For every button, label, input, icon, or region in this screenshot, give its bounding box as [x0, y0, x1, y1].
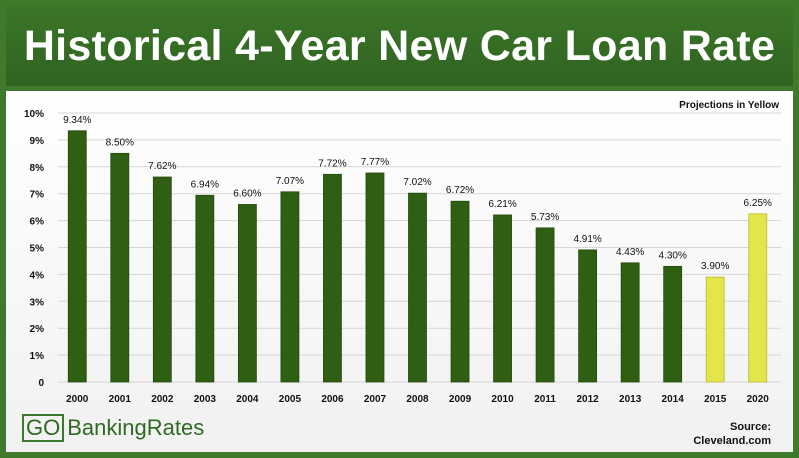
- data-label-2008: 7.02%: [403, 177, 431, 188]
- x-tick-label-2012: 2012: [576, 394, 599, 405]
- source-name: Cleveland.com: [693, 435, 771, 447]
- bar-2002: [152, 176, 172, 383]
- bar-2008: [408, 192, 427, 383]
- data-label-2020: 6.25%: [744, 198, 772, 209]
- bar-2007: [365, 172, 385, 383]
- x-tick-label-2020: 2020: [747, 394, 770, 405]
- data-label-2010: 6.21%: [488, 199, 516, 210]
- bar-2000: [67, 130, 87, 383]
- x-tick-label-2010: 2010: [491, 394, 514, 405]
- x-tick-label-2004: 2004: [236, 394, 259, 405]
- data-label-2013: 4.43%: [616, 247, 644, 258]
- chart-title: Historical 4-Year New Car Loan Rate: [23, 21, 776, 70]
- y-tick-label: 0: [38, 378, 44, 389]
- y-tick-label: 2%: [30, 324, 45, 335]
- bar-2003: [195, 194, 215, 383]
- x-tick-label-2000: 2000: [66, 394, 89, 405]
- data-label-2006: 7.72%: [318, 158, 346, 169]
- data-label-2011: 5.73%: [531, 212, 559, 223]
- data-label-2000: 9.34%: [63, 115, 91, 126]
- bar-2015: [705, 276, 725, 383]
- x-tick-label-2007: 2007: [364, 394, 387, 405]
- y-tick-label: 9%: [30, 136, 45, 147]
- logo-go: GO: [22, 414, 65, 442]
- y-tick-label: 5%: [30, 244, 45, 255]
- y-tick-label: 8%: [30, 163, 45, 174]
- x-tick-label-2002: 2002: [151, 394, 174, 405]
- bar-2012: [578, 249, 598, 383]
- gobankingrates-logo: GO BankingRates: [22, 414, 204, 442]
- y-tick-label: 7%: [30, 190, 45, 201]
- x-tick-label-2006: 2006: [321, 394, 344, 405]
- bar-2011: [535, 227, 555, 383]
- logo-text: BankingRates: [67, 415, 205, 440]
- bar-2001: [110, 152, 130, 383]
- data-label-2009: 6.72%: [446, 185, 474, 196]
- x-tick-label-2003: 2003: [194, 394, 217, 405]
- x-tick-label-2014: 2014: [662, 394, 685, 405]
- x-tick-label-2008: 2008: [406, 394, 429, 405]
- source-note: Source: Cleveland.com: [693, 420, 771, 448]
- x-tick-label-2001: 2001: [109, 394, 132, 405]
- y-tick-label: 10%: [24, 109, 44, 120]
- bar-2020: [748, 213, 768, 383]
- y-tick-label: 4%: [30, 270, 45, 281]
- x-tick-label-2009: 2009: [449, 394, 472, 405]
- y-tick-label: 1%: [30, 351, 45, 362]
- y-tick-label: 6%: [30, 217, 45, 228]
- chart-panel: [6, 91, 793, 452]
- x-tick-label-2013: 2013: [619, 394, 642, 405]
- bar-2010: [493, 214, 512, 383]
- data-label-2005: 7.07%: [276, 176, 304, 187]
- source-label: Source:: [730, 421, 771, 433]
- bar-2014: [663, 265, 683, 383]
- x-tick-label-2005: 2005: [279, 394, 302, 405]
- bar-2004: [237, 204, 257, 383]
- data-label-2001: 8.50%: [106, 137, 134, 148]
- data-label-2012: 4.91%: [573, 234, 601, 245]
- bar-2005: [280, 191, 300, 383]
- data-label-2002: 7.62%: [148, 161, 176, 172]
- bar-2006: [323, 173, 342, 383]
- projection-note: Projections in Yellow: [679, 100, 779, 111]
- x-tick-label-2015: 2015: [704, 394, 727, 405]
- data-label-2007: 7.77%: [361, 157, 389, 168]
- bar-2009: [450, 200, 470, 383]
- data-label-2004: 6.60%: [233, 188, 261, 199]
- data-label-2015: 3.90%: [701, 261, 729, 272]
- x-tick-label-2011: 2011: [534, 394, 556, 405]
- data-label-2003: 6.94%: [191, 179, 219, 190]
- y-tick-label: 3%: [30, 297, 45, 308]
- data-label-2014: 4.30%: [658, 250, 686, 261]
- bar-2013: [620, 262, 640, 383]
- title-banner: Historical 4-Year New Car Loan Rate: [6, 6, 793, 86]
